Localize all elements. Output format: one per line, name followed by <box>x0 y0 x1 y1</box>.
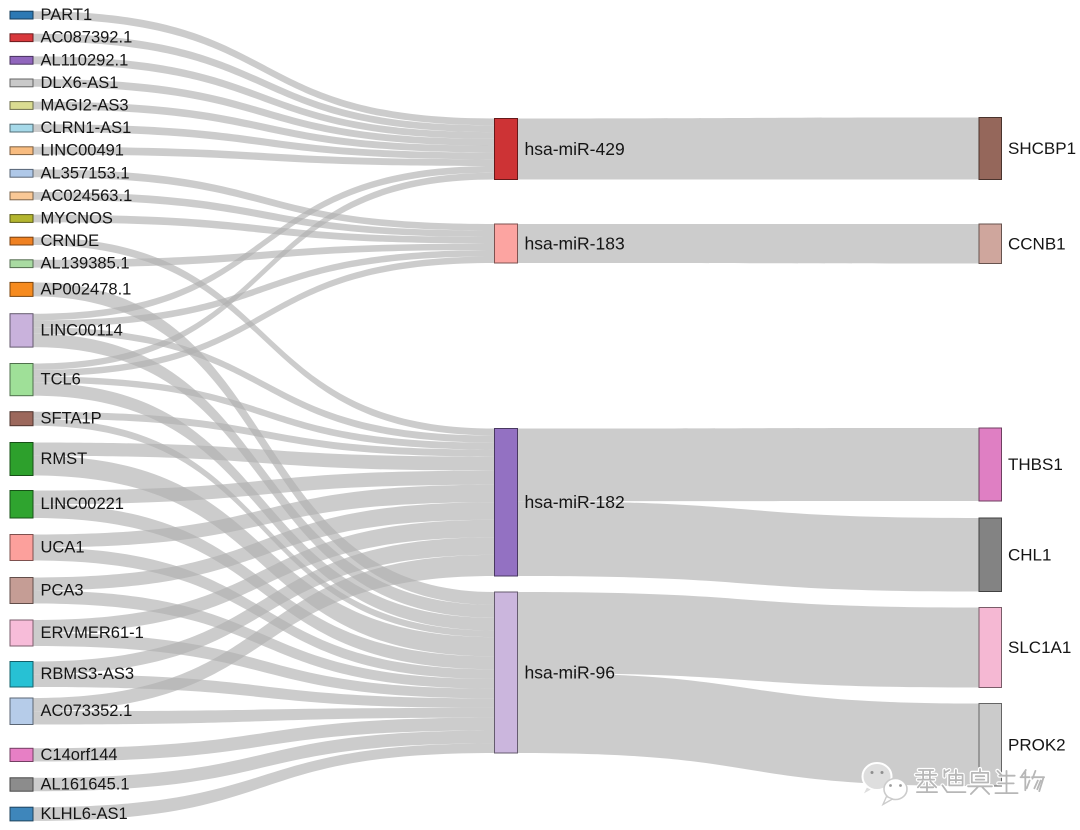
svg-text:RMST: RMST <box>41 450 88 468</box>
svg-text:hsa-miR-182: hsa-miR-182 <box>525 492 625 512</box>
svg-text:AL110292.1: AL110292.1 <box>41 51 129 69</box>
svg-text:hsa-miR-429: hsa-miR-429 <box>525 139 625 159</box>
svg-text:hsa-miR-96: hsa-miR-96 <box>525 663 615 683</box>
svg-text:DLX6-AS1: DLX6-AS1 <box>41 74 119 92</box>
svg-text:AC073352.1: AC073352.1 <box>41 702 133 720</box>
svg-text:AC024563.1: AC024563.1 <box>41 187 133 205</box>
svg-text:LINC00114: LINC00114 <box>41 321 123 339</box>
svg-text:KLHL6-AS1: KLHL6-AS1 <box>41 805 128 823</box>
svg-text:CRNDE: CRNDE <box>41 232 100 250</box>
svg-text:RBMS3-AS3: RBMS3-AS3 <box>41 665 135 683</box>
svg-text:CHL1: CHL1 <box>1008 545 1051 564</box>
svg-text:ERVMER61-1: ERVMER61-1 <box>41 624 144 642</box>
svg-text:AP002478.1: AP002478.1 <box>41 280 132 298</box>
svg-text:TCL6: TCL6 <box>41 371 81 389</box>
svg-text:AL139385.1: AL139385.1 <box>41 255 130 273</box>
svg-text:THBS1: THBS1 <box>1008 455 1063 474</box>
svg-text:SLC1A1: SLC1A1 <box>1008 638 1071 657</box>
svg-text:PCA3: PCA3 <box>41 582 84 600</box>
svg-text:LINC00491: LINC00491 <box>41 142 124 160</box>
svg-text:MAGI2-AS3: MAGI2-AS3 <box>41 97 129 115</box>
svg-text:PART1: PART1 <box>41 6 93 24</box>
svg-text:SHCBP1: SHCBP1 <box>1008 139 1076 158</box>
svg-text:LINC00221: LINC00221 <box>41 495 124 513</box>
svg-text:hsa-miR-183: hsa-miR-183 <box>525 234 625 254</box>
svg-text:AC087392.1: AC087392.1 <box>41 29 133 47</box>
svg-text:UCA1: UCA1 <box>41 539 85 557</box>
svg-text:MYCNOS: MYCNOS <box>41 210 113 228</box>
svg-text:C14orf144: C14orf144 <box>41 746 118 764</box>
svg-text:AL161645.1: AL161645.1 <box>41 776 130 794</box>
svg-text:AL357153.1: AL357153.1 <box>41 164 130 182</box>
svg-text:PROK2: PROK2 <box>1008 735 1066 754</box>
svg-text:SFTA1P: SFTA1P <box>41 410 102 428</box>
svg-text:CCNB1: CCNB1 <box>1008 234 1066 253</box>
svg-text:CLRN1-AS1: CLRN1-AS1 <box>41 119 132 137</box>
